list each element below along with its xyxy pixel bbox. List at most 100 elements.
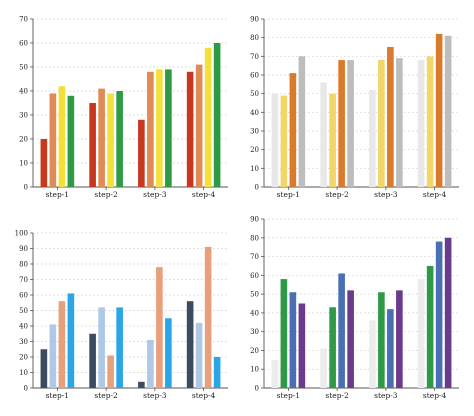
bar — [195, 322, 203, 388]
x-tick-label: step-2 — [325, 190, 349, 199]
bar — [138, 381, 145, 388]
y-tick-label: 90 — [19, 245, 28, 253]
bar — [338, 60, 345, 187]
bar — [156, 267, 163, 388]
y-tick-label: 90 — [250, 216, 259, 224]
y-tick-label: 70 — [250, 53, 259, 61]
x-tick-label: step-2 — [94, 391, 118, 400]
bar — [204, 246, 212, 388]
bar — [444, 35, 452, 187]
bar — [417, 60, 425, 187]
y-tick-label: 40 — [19, 323, 28, 331]
bar — [213, 43, 221, 187]
bar — [378, 292, 385, 388]
x-tick-label: step-4 — [192, 391, 216, 400]
bar — [116, 91, 123, 187]
y-tick-label: 40 — [250, 309, 259, 317]
x-tick-label: step-4 — [423, 190, 447, 199]
bar — [49, 324, 57, 388]
bar — [40, 349, 48, 388]
bar — [320, 348, 327, 388]
y-tick-label: 70 — [19, 276, 28, 284]
y-tick-label: 30 — [19, 112, 28, 120]
bar — [396, 290, 403, 388]
bar — [186, 71, 194, 187]
bar — [298, 303, 306, 388]
y-tick-label: 60 — [250, 272, 259, 280]
bar — [329, 307, 336, 388]
bar — [147, 339, 154, 388]
x-tick-label: step-1 — [46, 190, 69, 199]
y-tick-label: 10 — [250, 366, 259, 374]
y-tick-label: 0 — [24, 184, 28, 192]
y-tick-label: 60 — [19, 292, 28, 300]
y-tick-label: 20 — [250, 146, 259, 154]
y-tick-label: 10 — [19, 369, 28, 377]
x-tick-label: step-4 — [423, 391, 447, 400]
x-tick-label: step-2 — [325, 391, 349, 400]
x-tick-label: step-3 — [374, 391, 398, 400]
y-tick-label: 50 — [19, 64, 28, 72]
y-tick-label: 0 — [255, 184, 259, 192]
bar — [347, 290, 354, 388]
y-tick-label: 30 — [19, 338, 28, 346]
y-tick-label: 20 — [19, 136, 28, 144]
bar — [98, 307, 105, 388]
bar — [426, 56, 434, 188]
bar — [387, 309, 394, 388]
x-tick-label: step-1 — [46, 391, 69, 400]
y-tick-label: 50 — [19, 307, 28, 315]
bar — [435, 241, 443, 388]
bar — [280, 95, 288, 187]
bar — [195, 64, 203, 187]
bar — [204, 47, 212, 187]
bar — [49, 93, 57, 187]
bar — [289, 292, 297, 388]
bar — [165, 69, 172, 187]
y-tick-label: 70 — [19, 16, 28, 24]
bar — [116, 307, 123, 388]
y-tick-label: 20 — [250, 347, 259, 355]
bar — [271, 359, 279, 388]
bar — [280, 279, 288, 388]
chart-bottom-right: 0 10 20 30 40 50 60 70 80 90 step-1 step-2 step-3 ste… — [250, 216, 459, 400]
chart-top-left: 0 10 20 30 40 50 60 70 step-1 step-2 step-3 step-4 — [19, 16, 228, 199]
y-tick-label: 0 — [24, 385, 28, 393]
bar — [396, 58, 403, 188]
bar — [271, 93, 279, 187]
y-tick-label: 40 — [19, 88, 28, 96]
bar — [40, 139, 48, 187]
y-tick-label: 30 — [250, 128, 259, 136]
bar — [107, 355, 114, 388]
bar — [147, 71, 154, 187]
bar — [289, 73, 297, 187]
y-tick-label: 10 — [19, 160, 28, 168]
y-tick-label: 90 — [250, 16, 259, 24]
y-tick-label: 40 — [250, 109, 259, 117]
x-tick-label: step-1 — [277, 391, 300, 400]
y-tick-label: 60 — [19, 40, 28, 48]
bar — [165, 318, 172, 388]
bar — [369, 320, 376, 388]
bar — [298, 56, 306, 188]
x-tick-label: step-4 — [192, 190, 216, 199]
bar — [186, 301, 194, 388]
y-tick-label: 10 — [250, 165, 259, 173]
bar — [138, 119, 145, 187]
bar — [338, 273, 345, 388]
chart-bottom-left: 0 10 20 30 40 50 60 70 80 90 100 step-1 step-2 step-3… — [15, 230, 228, 400]
bar — [417, 279, 425, 388]
bar — [89, 103, 96, 187]
bar — [67, 293, 75, 388]
y-tick-label: 80 — [19, 261, 28, 269]
x-tick-label: step-3 — [374, 190, 398, 199]
bar — [67, 95, 75, 187]
bar — [329, 93, 336, 187]
bar — [58, 86, 66, 187]
bar — [426, 265, 434, 388]
y-tick-label: 20 — [19, 354, 28, 362]
chart-top-right: 0 10 20 30 40 50 60 70 80 90 step-1 step-2 step-3 ste… — [250, 16, 459, 199]
x-tick-label: step-3 — [143, 391, 167, 400]
y-tick-label: 60 — [250, 72, 259, 80]
bar — [107, 93, 114, 187]
